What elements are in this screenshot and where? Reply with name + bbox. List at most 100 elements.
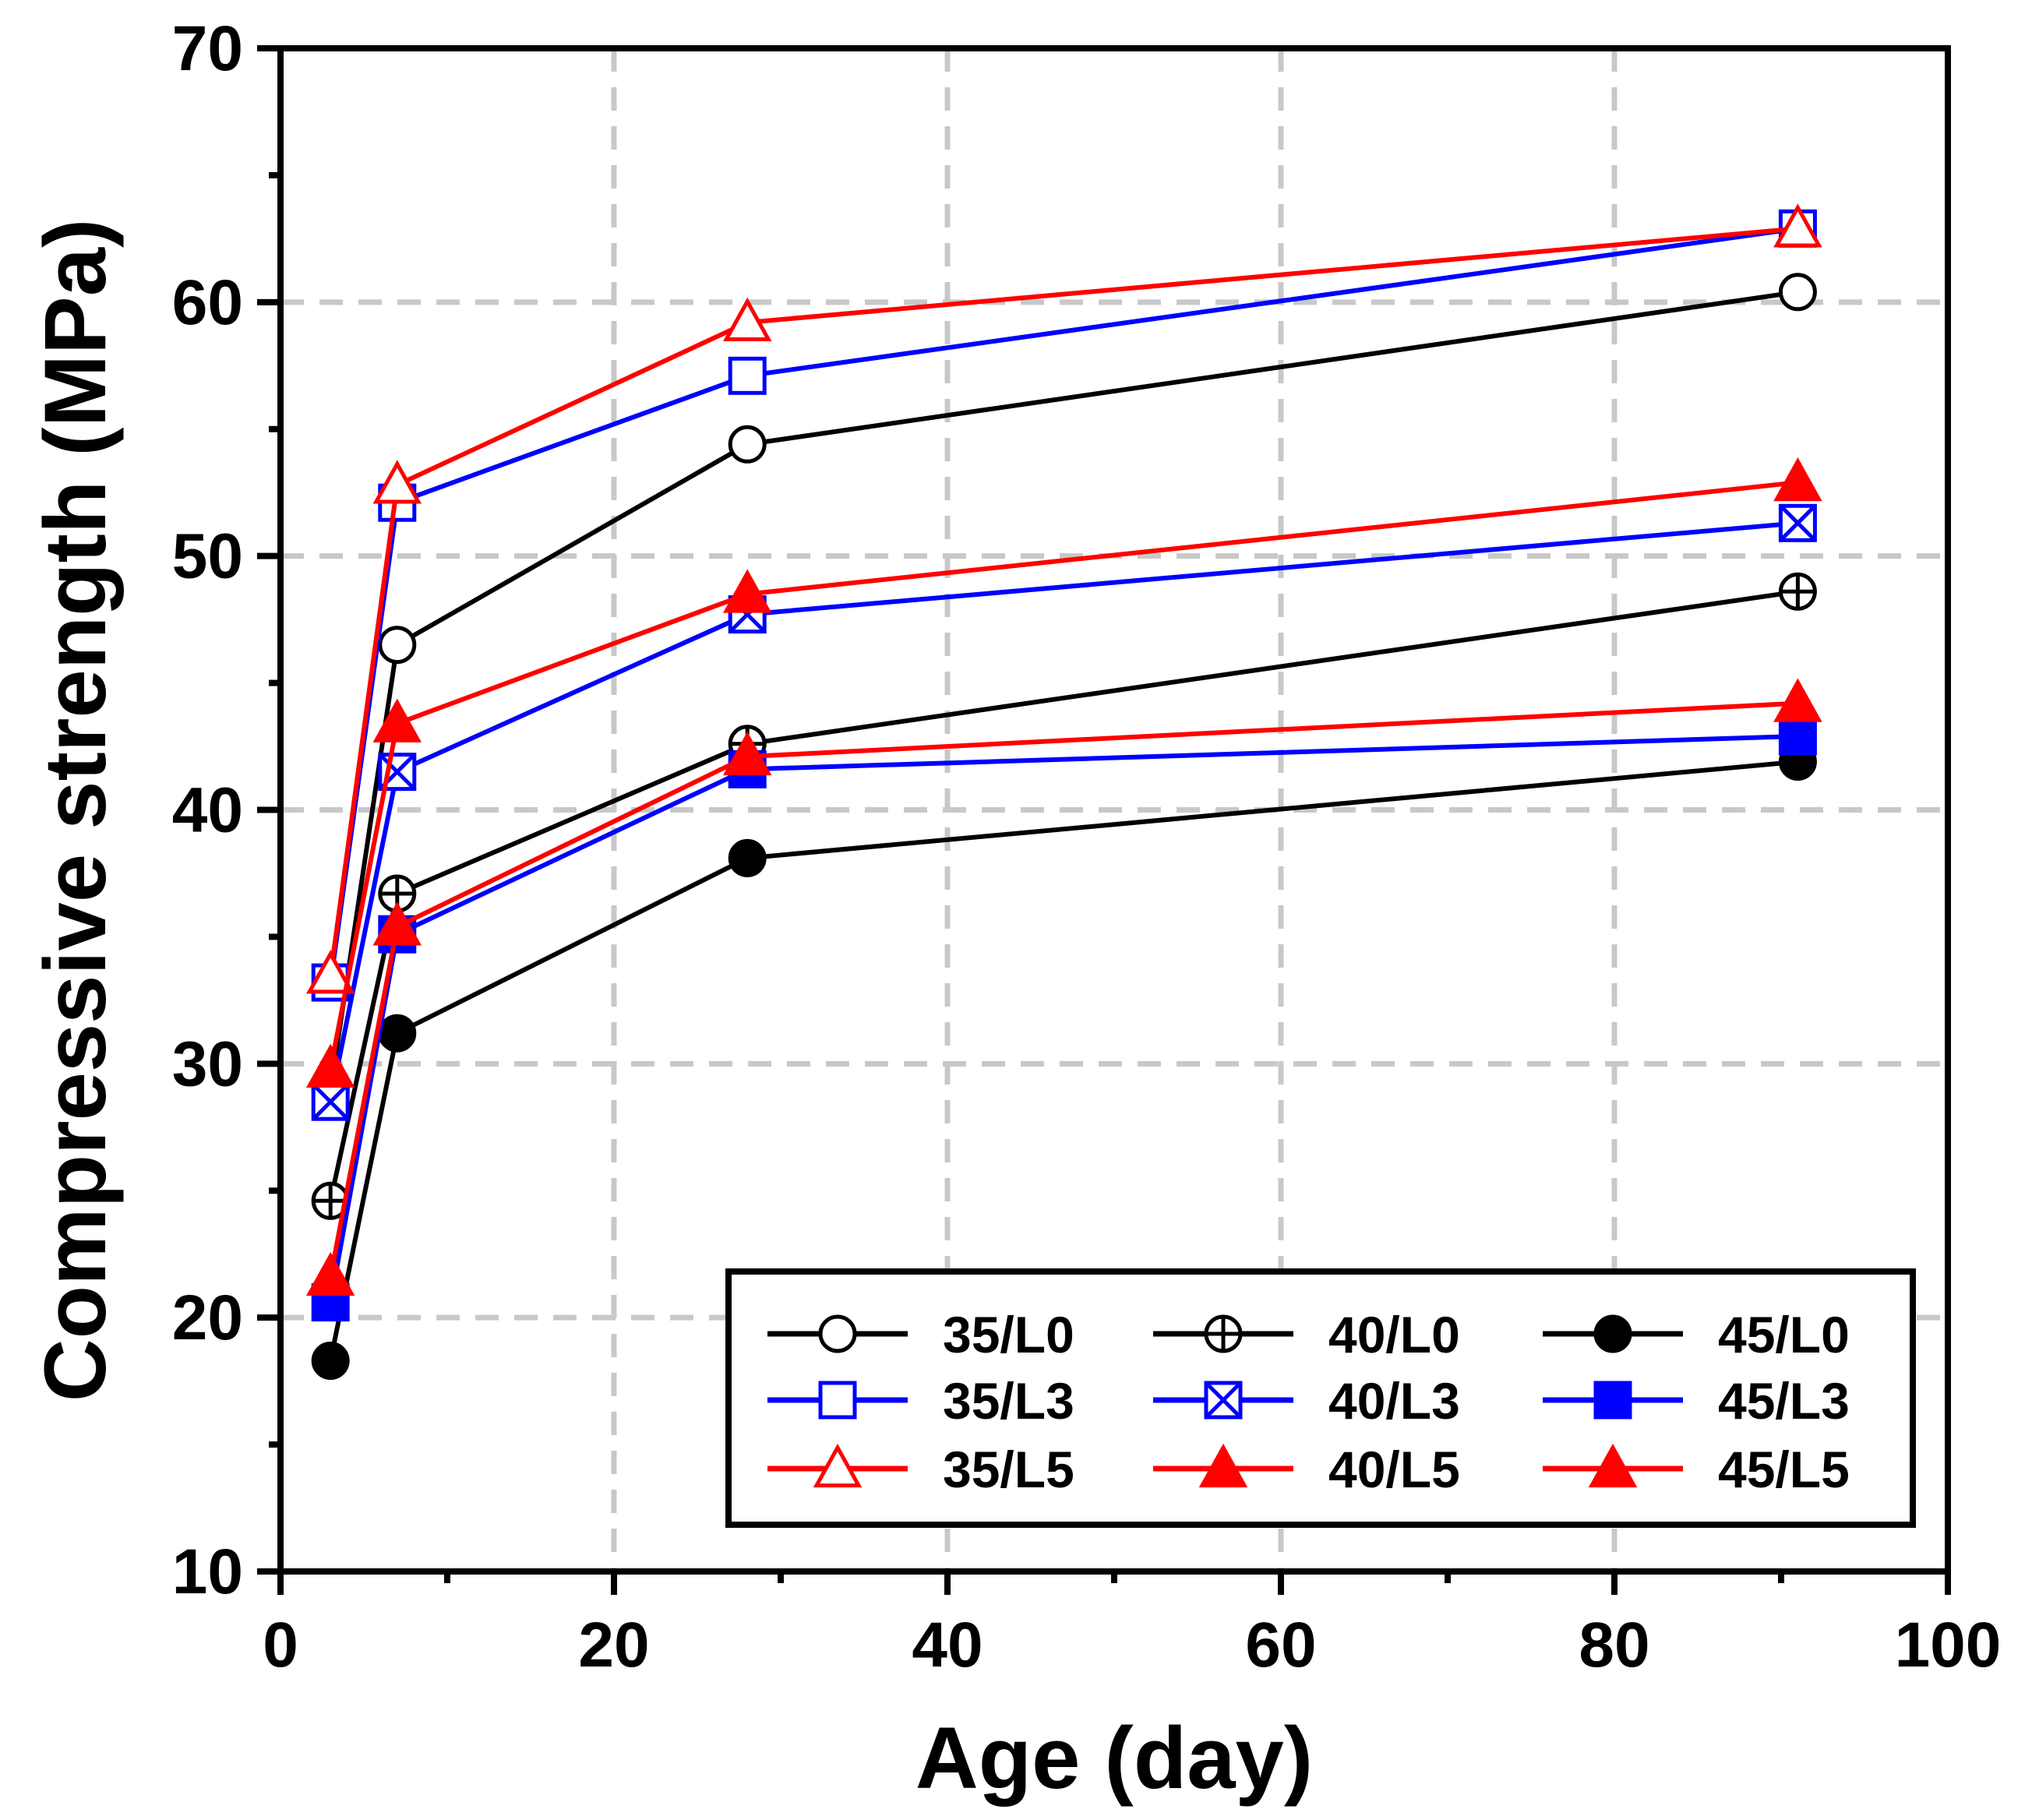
marker-shape — [372, 460, 422, 504]
data-point — [305, 1251, 355, 1296]
legend-marker — [813, 1443, 863, 1488]
series-35-L5 — [305, 203, 1822, 994]
y-tick-label: 20 — [172, 1282, 243, 1353]
marker-shape — [378, 1014, 417, 1053]
x-tick-label: 0 — [263, 1610, 298, 1681]
marker-shape — [305, 1251, 355, 1296]
series-line — [328, 700, 1798, 1278]
marker-x-b — [1205, 1381, 1242, 1419]
series-line — [328, 589, 1798, 1201]
data-point — [311, 1342, 350, 1381]
data-point — [372, 460, 422, 504]
marker-shape — [372, 698, 422, 742]
legend-marker — [818, 1314, 857, 1353]
series-line — [328, 734, 1798, 1303]
series-40-L3 — [311, 503, 1817, 1121]
legend-marker — [1593, 1381, 1632, 1420]
legend-label: 35/L0 — [943, 1306, 1074, 1363]
legend-marker — [1198, 1443, 1248, 1488]
series-line — [328, 480, 1798, 1070]
marker-shape — [728, 838, 767, 877]
y-tick-label: 50 — [172, 521, 243, 592]
marker-x-b — [1779, 504, 1817, 542]
legend-entry: 40/L0 — [1153, 1306, 1460, 1363]
data-point — [305, 950, 355, 994]
marker-shape — [1778, 717, 1817, 756]
marker-shape — [1773, 203, 1822, 248]
series-40-L0 — [311, 572, 1817, 1220]
marker-shape — [378, 626, 417, 665]
legend-label: 35/L3 — [943, 1372, 1074, 1430]
data-point — [1778, 572, 1817, 611]
marker-shape — [722, 731, 772, 776]
legend-label: 35/L5 — [943, 1441, 1074, 1498]
data-point — [1773, 457, 1822, 502]
x-tick-label: 40 — [912, 1610, 983, 1681]
series-40-L5 — [305, 457, 1822, 1088]
x-axis-title: Age (day) — [915, 1709, 1313, 1807]
marker-shape — [813, 1443, 863, 1488]
marker-shape — [1588, 1443, 1638, 1488]
data-point — [378, 1014, 417, 1053]
legend-marker — [1593, 1314, 1632, 1353]
legend-marker — [1204, 1314, 1243, 1353]
marker-shape — [311, 1342, 350, 1381]
data-point — [1773, 678, 1822, 722]
data-point — [728, 838, 767, 877]
legend-entry: 40/L3 — [1153, 1372, 1460, 1430]
data-point — [378, 626, 417, 665]
marker-shape — [818, 1314, 857, 1353]
series-line — [328, 289, 1798, 1090]
marker-shape — [1773, 678, 1822, 722]
data-point — [372, 901, 422, 946]
marker-shape — [722, 569, 772, 613]
marker-shape — [372, 901, 422, 946]
y-tick-label: 30 — [172, 1028, 243, 1099]
marker-shape — [1593, 1381, 1632, 1420]
data-point — [728, 425, 767, 464]
y-axis-title: Compressive strength (MPa) — [26, 219, 124, 1402]
data-point — [1778, 717, 1817, 756]
legend-label: 40/L5 — [1328, 1441, 1460, 1498]
data-point — [311, 1082, 350, 1121]
y-tick-label: 10 — [172, 1536, 243, 1607]
marker-shape — [305, 1043, 355, 1088]
marker-shape — [1773, 457, 1822, 502]
marker-shape — [1778, 273, 1817, 312]
series-line — [328, 226, 1798, 975]
axes: 10 20 30 40 50 60 70 0 20 40 60 80 100 — [172, 13, 2002, 1681]
legend-label: 45/L3 — [1718, 1372, 1850, 1430]
data-point — [728, 356, 767, 395]
marker-shape — [728, 356, 767, 395]
series-line — [328, 759, 1798, 1362]
legend-marker — [818, 1381, 857, 1420]
y-tick-label: 70 — [172, 13, 243, 84]
legend-label: 40/L0 — [1328, 1306, 1460, 1363]
legend-marker — [1204, 1381, 1243, 1420]
x-tick-label: 20 — [578, 1610, 649, 1681]
legend-box — [725, 1268, 1916, 1528]
marker-x-b — [312, 1083, 349, 1120]
x-tick-label: 60 — [1245, 1610, 1316, 1681]
data-point — [1773, 203, 1822, 248]
legend-entry: 45/L3 — [1543, 1372, 1850, 1430]
marker-shape — [1593, 1314, 1632, 1353]
marker-shape — [818, 1381, 857, 1420]
data-point — [1778, 273, 1817, 312]
data-point — [722, 731, 772, 776]
data-point — [722, 297, 772, 341]
marker-shape — [722, 297, 772, 341]
data-point — [1778, 503, 1817, 542]
legend-entry: 35/L3 — [767, 1372, 1074, 1430]
legend-entry: 45/L5 — [1543, 1441, 1850, 1498]
data-point — [722, 569, 772, 613]
legend-entry: 40/L5 — [1153, 1441, 1460, 1498]
y-tick-label: 60 — [172, 267, 243, 338]
x-tick-label: 80 — [1579, 1610, 1649, 1681]
legend: 35/L0 40/L0 45/L0 35/L3 40/L3 45/L3 35/L5 40/L5… — [725, 1268, 1916, 1528]
series-layer — [305, 203, 1822, 1381]
series-35-L3 — [311, 209, 1817, 1002]
marker-shape — [1198, 1443, 1248, 1488]
y-tick-label: 40 — [172, 775, 243, 846]
legend-label: 40/L3 — [1328, 1372, 1460, 1430]
